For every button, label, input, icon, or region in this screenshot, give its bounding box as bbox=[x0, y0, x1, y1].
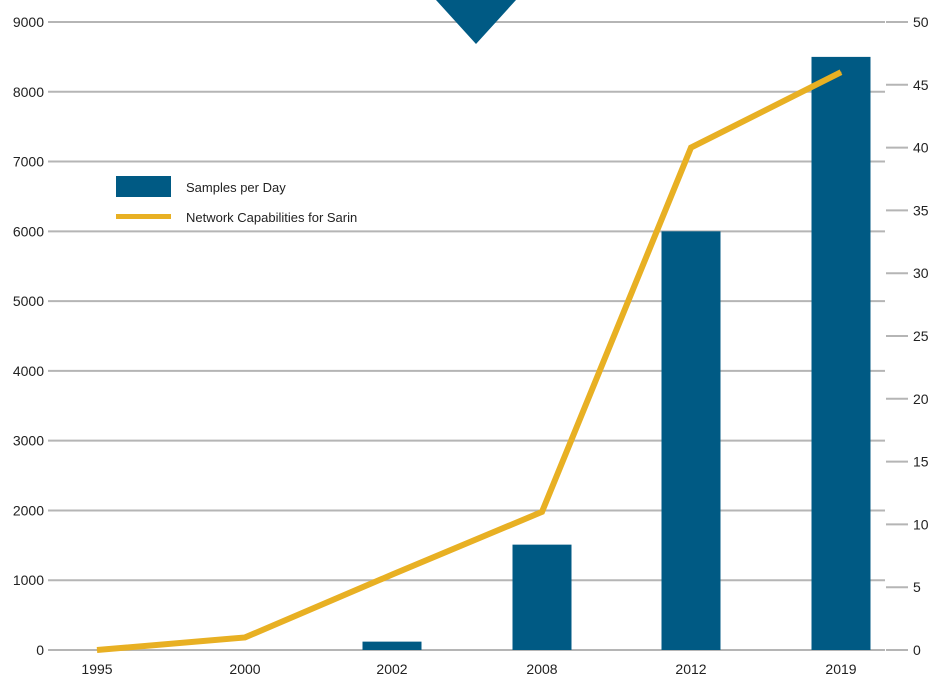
y-left-tick-label: 8000 bbox=[13, 84, 44, 100]
y-right-tick-label: 50 bbox=[913, 14, 929, 30]
bar bbox=[362, 641, 422, 650]
right-axis-labels: 0 5 10 15 20 25 30 35 40 45 50 bbox=[913, 14, 929, 658]
legend-label-line: Network Capabilities for Sarin bbox=[186, 210, 357, 225]
legend-bar-swatch bbox=[116, 176, 171, 197]
left-gridlines bbox=[48, 21, 885, 651]
line-point bbox=[840, 71, 842, 73]
line-point bbox=[391, 574, 393, 576]
x-tick-label: 2002 bbox=[376, 661, 407, 677]
x-tick-label: 2012 bbox=[675, 661, 706, 677]
y-left-tick-label: 2000 bbox=[13, 502, 44, 518]
y-right-tick-label: 15 bbox=[913, 454, 929, 470]
x-tick-label: 2019 bbox=[825, 661, 856, 677]
y-left-tick-label: 7000 bbox=[13, 154, 44, 170]
x-tick-label: 2000 bbox=[229, 661, 260, 677]
right-axis-ticks bbox=[886, 21, 908, 651]
line-point bbox=[244, 636, 246, 638]
y-right-tick-label: 20 bbox=[913, 391, 929, 407]
y-left-tick-label: 6000 bbox=[13, 223, 44, 239]
y-right-tick-label: 45 bbox=[913, 77, 929, 93]
bar-series bbox=[362, 56, 871, 651]
triangle-marker-icon bbox=[436, 0, 516, 44]
y-left-tick-label: 4000 bbox=[13, 363, 44, 379]
y-right-tick-label: 35 bbox=[913, 202, 929, 218]
bar bbox=[811, 56, 871, 650]
series-line bbox=[96, 69, 843, 653]
y-right-tick-label: 0 bbox=[913, 642, 921, 658]
x-axis-labels: 1995 2000 2002 2008 2012 2019 bbox=[81, 661, 856, 677]
y-left-tick-label: 0 bbox=[36, 642, 44, 658]
bar bbox=[512, 544, 572, 650]
y-right-tick-label: 10 bbox=[913, 516, 929, 532]
bar bbox=[661, 231, 721, 651]
line-series bbox=[96, 69, 843, 653]
x-tick-label: 2008 bbox=[526, 661, 557, 677]
y-left-tick-label: 1000 bbox=[13, 572, 44, 588]
left-axis-labels: 0 1000 2000 3000 4000 5000 6000 7000 8000 9000 bbox=[13, 14, 44, 658]
x-tick-label: 1995 bbox=[81, 661, 112, 677]
y-left-tick-label: 3000 bbox=[13, 433, 44, 449]
y-right-tick-label: 30 bbox=[913, 265, 929, 281]
line-point bbox=[541, 511, 543, 513]
y-left-tick-label: 9000 bbox=[13, 14, 44, 30]
y-left-tick-label: 5000 bbox=[13, 293, 44, 309]
y-right-tick-label: 5 bbox=[913, 579, 921, 595]
line-point bbox=[96, 649, 98, 651]
legend-line-swatch bbox=[116, 214, 171, 219]
y-right-tick-label: 40 bbox=[913, 140, 929, 156]
line-point bbox=[690, 147, 692, 149]
legend: Samples per Day Network Capabilities for… bbox=[116, 176, 357, 225]
y-right-tick-label: 25 bbox=[913, 328, 929, 344]
legend-label-bar: Samples per Day bbox=[186, 180, 286, 195]
